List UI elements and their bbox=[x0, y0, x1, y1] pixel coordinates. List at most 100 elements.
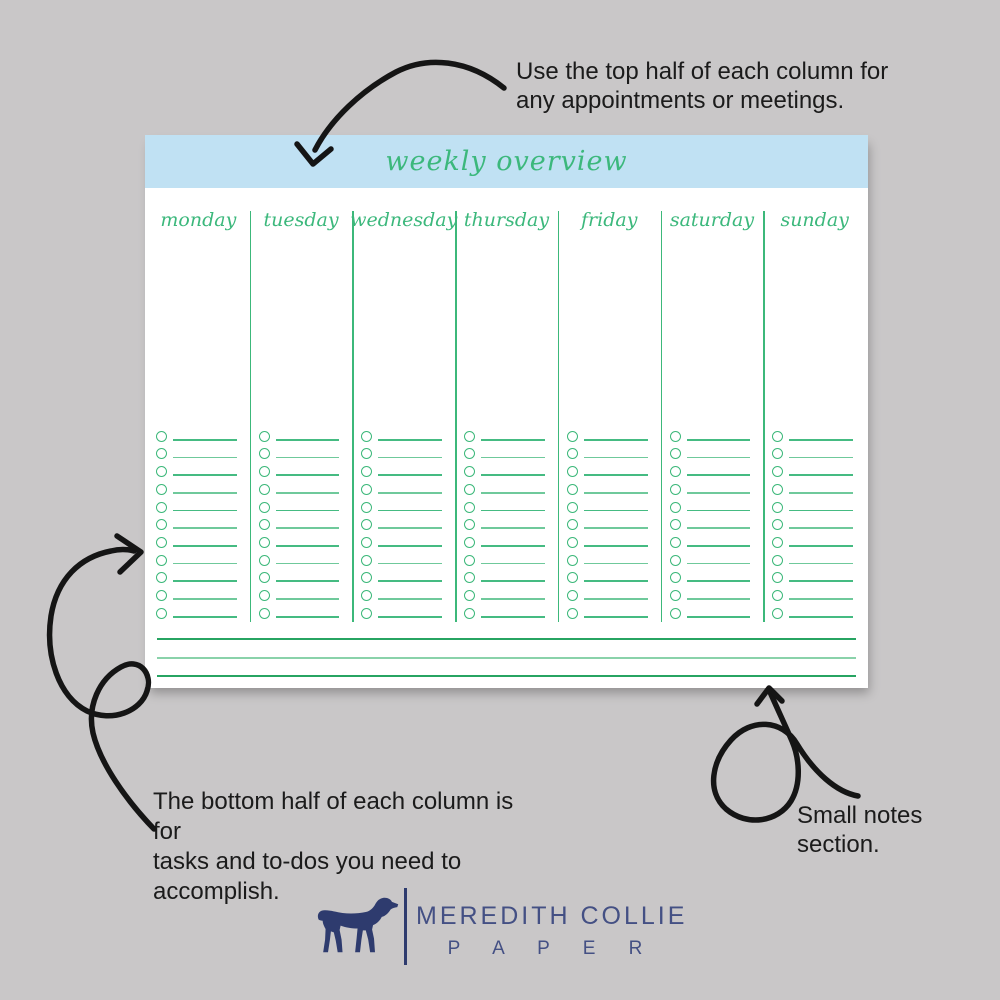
task-checklist bbox=[661, 427, 764, 622]
writing-line bbox=[583, 598, 648, 600]
writing-line bbox=[789, 580, 854, 583]
writing-line bbox=[583, 492, 648, 494]
writing-line bbox=[583, 562, 648, 565]
writing-line bbox=[583, 474, 648, 476]
writing-line bbox=[686, 562, 751, 565]
appointments-space bbox=[455, 243, 558, 427]
checkbox-circle-icon bbox=[772, 572, 784, 584]
checklist-row bbox=[352, 463, 455, 481]
checklist-row bbox=[661, 569, 764, 587]
checklist-row bbox=[455, 445, 558, 463]
checkbox-circle-icon bbox=[258, 483, 270, 495]
checklist-row bbox=[558, 551, 661, 569]
checklist-row bbox=[661, 481, 764, 499]
checklist-row bbox=[147, 445, 250, 463]
writing-line bbox=[275, 615, 340, 618]
appointments-space bbox=[661, 243, 764, 427]
writing-line bbox=[686, 527, 751, 530]
dog-icon bbox=[317, 897, 399, 953]
checklist-row bbox=[250, 604, 353, 622]
column-monday: monday bbox=[147, 197, 250, 622]
checklist-row bbox=[352, 498, 455, 516]
writing-line bbox=[481, 492, 545, 494]
checkbox-circle-icon bbox=[464, 430, 476, 442]
writing-line bbox=[275, 474, 340, 476]
writing-line bbox=[686, 545, 751, 547]
checklist-row bbox=[661, 445, 764, 463]
day-label: monday bbox=[160, 209, 237, 231]
checklist-row bbox=[250, 551, 353, 569]
checkbox-circle-icon bbox=[156, 430, 167, 442]
weekly-planner-pad: weekly overview monday tuesday wednesday bbox=[145, 135, 868, 688]
checklist-row bbox=[250, 498, 353, 516]
writing-line bbox=[789, 615, 854, 618]
checklist-row bbox=[455, 463, 558, 481]
day-label: sunday bbox=[780, 209, 849, 231]
checkbox-circle-icon bbox=[772, 448, 784, 460]
logo-divider-bar bbox=[404, 888, 407, 965]
writing-line bbox=[378, 562, 443, 565]
writing-line bbox=[173, 598, 237, 600]
checkbox-circle-icon bbox=[464, 501, 476, 513]
writing-line bbox=[686, 492, 751, 494]
checkbox-circle-icon bbox=[669, 554, 681, 566]
checkbox-circle-icon bbox=[156, 519, 167, 531]
annotation-line: tasks and to-dos you need to bbox=[153, 848, 462, 875]
checkbox-circle-icon bbox=[361, 519, 373, 531]
task-checklist bbox=[250, 427, 353, 622]
writing-line bbox=[173, 545, 237, 547]
checkbox-circle-icon bbox=[361, 589, 373, 601]
checkbox-circle-icon bbox=[772, 519, 784, 531]
writing-line bbox=[173, 438, 237, 441]
checkbox-circle-icon bbox=[669, 589, 681, 601]
notes-line bbox=[157, 638, 856, 640]
checkbox-circle-icon bbox=[464, 483, 476, 495]
checkbox-circle-icon bbox=[464, 466, 476, 478]
checkbox-circle-icon bbox=[669, 430, 681, 442]
checkbox-circle-icon bbox=[258, 466, 270, 478]
checklist-row bbox=[763, 445, 866, 463]
checklist-row bbox=[352, 427, 455, 445]
writing-line bbox=[378, 580, 443, 583]
checkbox-circle-icon bbox=[464, 589, 476, 601]
checklist-row bbox=[661, 587, 764, 605]
writing-line bbox=[686, 438, 751, 441]
writing-line bbox=[686, 474, 751, 476]
checkbox-circle-icon bbox=[258, 589, 270, 601]
checkbox-circle-icon bbox=[156, 483, 167, 495]
writing-line bbox=[378, 509, 443, 512]
checklist-row bbox=[661, 427, 764, 445]
writing-line bbox=[583, 509, 648, 512]
notes-section bbox=[157, 638, 856, 694]
arrow-to-checklist-arrowhead bbox=[114, 533, 144, 575]
checkbox-circle-icon bbox=[361, 536, 373, 548]
checkbox-circle-icon bbox=[772, 466, 784, 478]
checkbox-circle-icon bbox=[566, 501, 578, 513]
brand-name: MEREDITH COLLIE bbox=[416, 902, 688, 930]
writing-line bbox=[378, 615, 443, 618]
checkbox-circle-icon bbox=[258, 430, 270, 442]
writing-line bbox=[789, 438, 854, 441]
writing-line bbox=[583, 615, 648, 618]
checkbox-circle-icon bbox=[566, 519, 578, 531]
writing-line bbox=[481, 562, 545, 565]
checklist-row bbox=[661, 551, 764, 569]
checklist-row bbox=[558, 569, 661, 587]
writing-line bbox=[583, 456, 648, 459]
column-divider bbox=[660, 211, 662, 622]
checklist-row bbox=[558, 516, 661, 534]
writing-line bbox=[789, 545, 854, 547]
annotation-small-notes: Small notes section. bbox=[797, 802, 923, 858]
checkbox-circle-icon bbox=[669, 466, 681, 478]
checkbox-circle-icon bbox=[566, 607, 578, 619]
checkbox-circle-icon bbox=[361, 607, 373, 619]
checklist-row bbox=[763, 587, 866, 605]
checkbox-circle-icon bbox=[156, 501, 167, 513]
checkbox-circle-icon bbox=[772, 536, 784, 548]
checkbox-circle-icon bbox=[772, 430, 784, 442]
checkbox-circle-icon bbox=[669, 483, 681, 495]
checklist-row bbox=[147, 569, 250, 587]
checklist-row bbox=[455, 569, 558, 587]
column-friday: friday bbox=[558, 197, 661, 622]
checkbox-circle-icon bbox=[566, 589, 578, 601]
